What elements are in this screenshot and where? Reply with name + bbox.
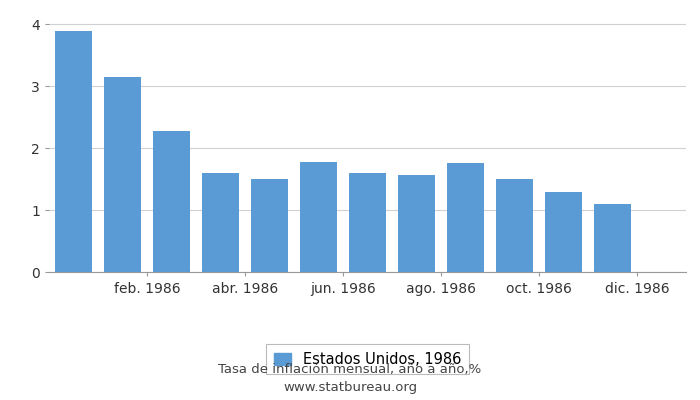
Bar bbox=[104, 77, 141, 272]
Bar bbox=[594, 204, 631, 272]
Text: Tasa de inflación mensual, año a año,%: Tasa de inflación mensual, año a año,% bbox=[218, 364, 482, 376]
Bar bbox=[55, 30, 92, 272]
Bar bbox=[398, 175, 435, 272]
Bar bbox=[251, 179, 288, 272]
Bar bbox=[300, 162, 337, 272]
Bar bbox=[202, 173, 239, 272]
Bar bbox=[496, 179, 533, 272]
Bar bbox=[349, 173, 386, 272]
Bar bbox=[545, 192, 582, 272]
Text: www.statbureau.org: www.statbureau.org bbox=[283, 381, 417, 394]
Legend: Estados Unidos, 1986: Estados Unidos, 1986 bbox=[267, 344, 468, 374]
Bar bbox=[447, 163, 484, 272]
Bar bbox=[153, 131, 190, 272]
